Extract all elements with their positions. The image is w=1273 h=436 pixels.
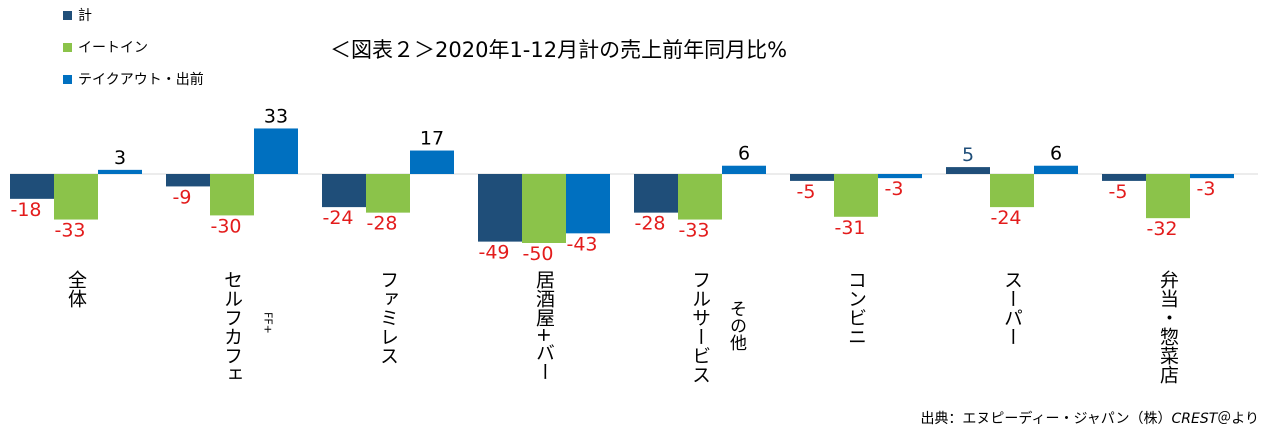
data-label-total-5: -5 xyxy=(797,181,816,203)
data-label-eat-in-1: -30 xyxy=(210,215,241,237)
bar-takeout-4 xyxy=(722,165,766,174)
legend-swatch-takeout xyxy=(63,74,72,84)
data-label-total-3: -49 xyxy=(478,242,509,264)
legend-label-total: 計 xyxy=(78,8,92,24)
bar-takeout-2 xyxy=(410,150,454,174)
bar-total-1 xyxy=(166,174,210,187)
legend-item-eat-in: イートイン xyxy=(63,38,148,56)
data-label-takeout-3: -43 xyxy=(566,233,597,255)
bar-takeout-0 xyxy=(98,169,142,174)
bar-total-6 xyxy=(946,167,990,174)
bar-takeout-6 xyxy=(1034,165,1078,174)
legend-item-takeout: テイクアウト・出前 xyxy=(63,70,204,88)
category-label-2: ファミレス xyxy=(377,270,399,365)
category-sublabel-4: その他 xyxy=(726,300,747,351)
data-label-eat-in-5: -31 xyxy=(834,217,865,239)
bar-eat-in-7 xyxy=(1146,174,1190,219)
bar-total-4 xyxy=(634,174,678,213)
bar-eat-in-6 xyxy=(990,174,1034,208)
category-label-6: スーパー xyxy=(1001,270,1023,346)
legend-label-eat-in: イートイン xyxy=(78,40,148,56)
bar-total-0 xyxy=(10,174,54,199)
category-label-4: フルサービス xyxy=(689,270,711,384)
data-label-eat-in-3: -50 xyxy=(522,243,553,265)
bar-eat-in-1 xyxy=(210,174,254,216)
bar-takeout-5 xyxy=(878,174,922,179)
bar-eat-in-2 xyxy=(366,174,410,213)
bar-takeout-3 xyxy=(566,174,610,234)
bar-total-2 xyxy=(322,174,366,208)
source-text: 出典：エヌピーディー・ジャパン（株） xyxy=(920,411,1172,427)
category-label-3: 居酒屋+バー xyxy=(533,270,555,381)
bar-total-5 xyxy=(790,174,834,181)
category-label-5: コンビニ xyxy=(845,270,867,346)
data-label-eat-in-6: -24 xyxy=(990,207,1021,229)
data-label-total-4: -28 xyxy=(634,213,665,235)
bar-eat-in-5 xyxy=(834,174,878,217)
category-label-1: セルフカフェ xyxy=(221,270,243,384)
data-label-takeout-5: -3 xyxy=(885,178,904,200)
legend-item-total: 計 xyxy=(63,6,92,24)
data-label-takeout-7: -3 xyxy=(1197,178,1216,200)
data-label-eat-in-2: -28 xyxy=(366,213,397,235)
data-label-total-7: -5 xyxy=(1109,181,1128,203)
bar-total-3 xyxy=(478,174,522,242)
data-label-takeout-2: 17 xyxy=(420,128,444,150)
data-label-total-2: -24 xyxy=(322,207,353,229)
legend-swatch-total xyxy=(63,10,72,20)
source-brand: CREST xyxy=(1171,411,1218,427)
category-sublabel-1: FF+ xyxy=(262,312,275,334)
bar-takeout-7 xyxy=(1190,174,1234,179)
category-label-7: 弁当・惣菜店 xyxy=(1157,270,1179,384)
category-label-0: 全体 xyxy=(65,270,87,308)
data-label-takeout-1: 33 xyxy=(264,105,288,127)
legend-swatch-eat-in xyxy=(63,42,72,52)
data-label-takeout-4: 6 xyxy=(738,143,750,165)
data-label-takeout-6: 6 xyxy=(1050,143,1062,165)
source-note: 出典：エヌピーディー・ジャパン（株）CREST＠より xyxy=(920,408,1259,428)
bar-eat-in-3 xyxy=(522,174,566,243)
bar-eat-in-0 xyxy=(54,174,98,220)
bar-eat-in-4 xyxy=(678,174,722,220)
chart-title: ＜図表２＞2020年1-12月計の売上前年同月比% xyxy=(330,38,788,62)
data-label-eat-in-7: -32 xyxy=(1146,218,1177,240)
source-suffix: ＠より xyxy=(1217,411,1259,427)
bar-takeout-1 xyxy=(254,128,298,174)
data-label-total-6: 5 xyxy=(962,144,974,166)
legend-label-takeout: テイクアウト・出前 xyxy=(78,72,204,88)
data-label-takeout-0: 3 xyxy=(114,147,126,169)
data-label-eat-in-0: -33 xyxy=(54,220,85,242)
data-label-total-1: -9 xyxy=(173,186,192,208)
bar-total-7 xyxy=(1102,174,1146,181)
data-label-eat-in-4: -33 xyxy=(678,220,709,242)
data-label-total-0: -18 xyxy=(10,199,41,221)
